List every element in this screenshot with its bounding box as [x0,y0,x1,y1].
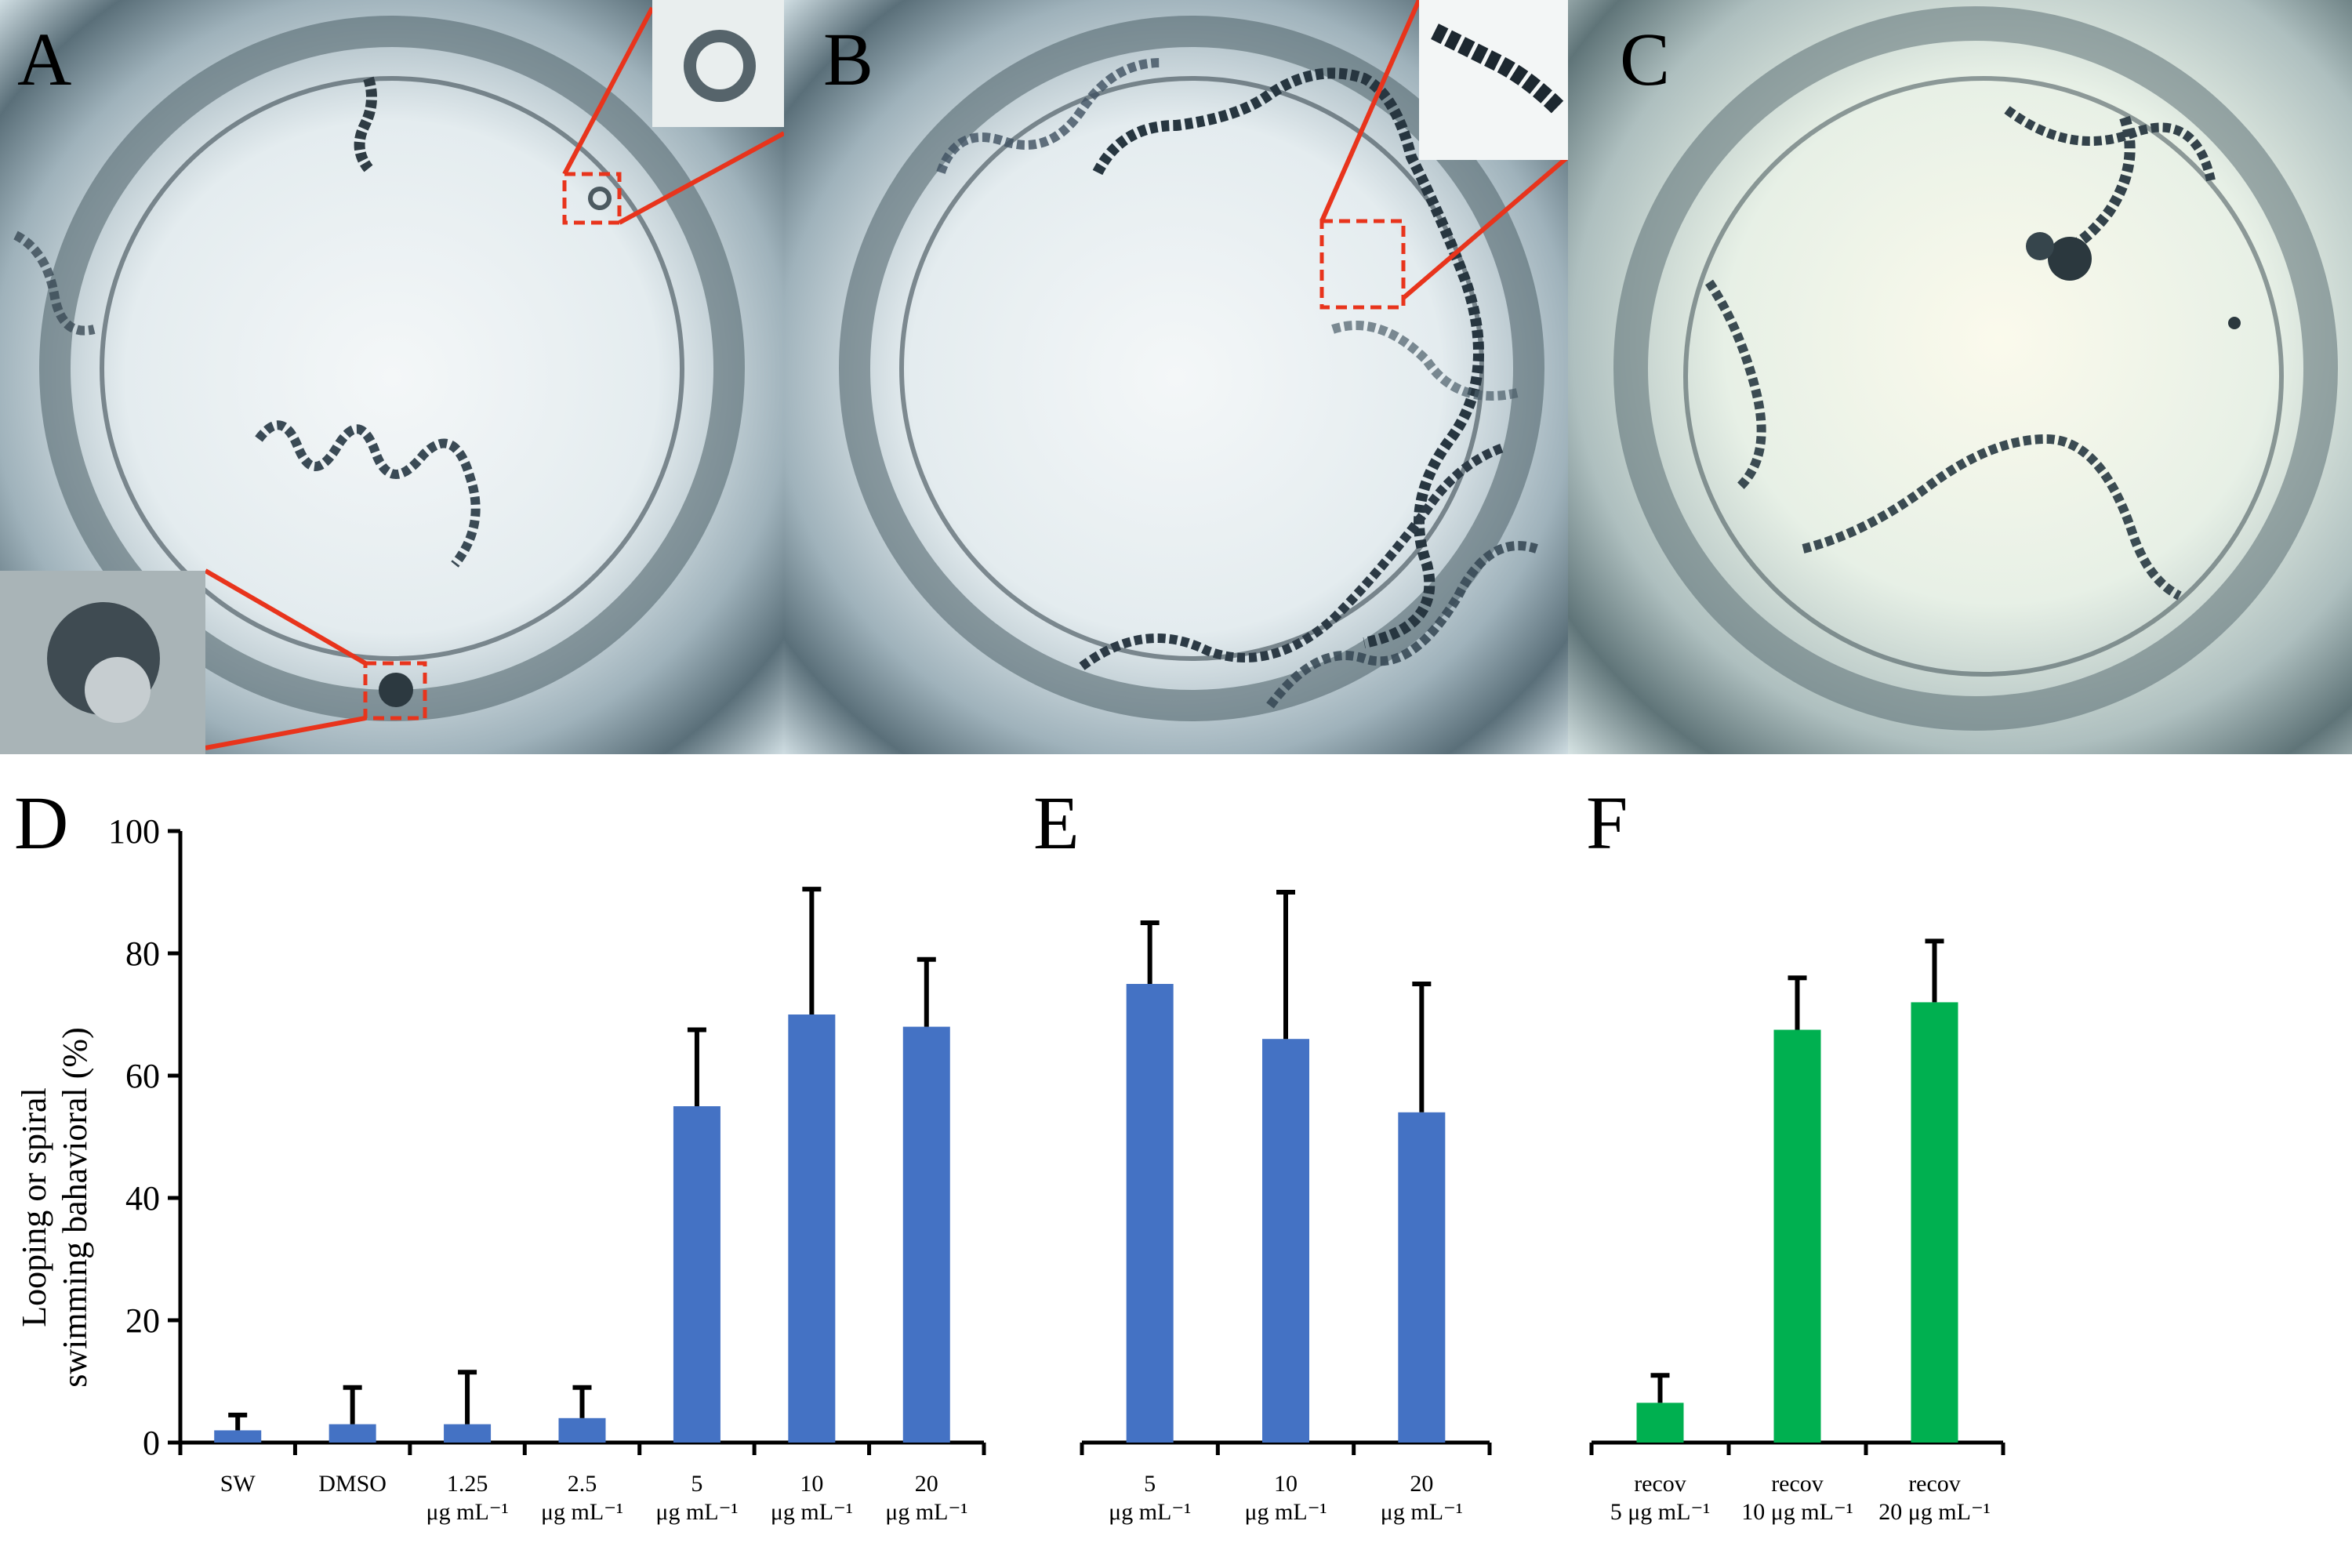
bar-f-0 [1636,1403,1684,1443]
photo-panel-a: A [0,0,784,754]
x-label-e-1-0: 10 [1274,1471,1298,1497]
y-tick-label-0: 0 [143,1424,160,1462]
y-tick-label-80: 80 [125,935,160,973]
x-label-d-0-0: SW [220,1471,256,1497]
x-label-f-1-1: 10 μg mL⁻¹ [1741,1499,1853,1525]
bar-d-1 [328,1424,376,1443]
panel-label-b: B [823,17,874,101]
bar-e-0 [1126,984,1174,1443]
y-tick-label-60: 60 [125,1057,160,1095]
x-label-e-2-0: 20 [1410,1471,1433,1497]
bar-f-2 [1911,1002,1958,1443]
panel-label-c: C [1620,17,1671,101]
x-label-e-0-0: 5 [1144,1471,1156,1497]
x-label-f-0-1: 5 μg mL⁻¹ [1610,1499,1711,1525]
bar-d-3 [558,1417,606,1443]
bar-e-2 [1398,1112,1446,1443]
x-label-d-3-0: 2.5 [568,1471,597,1497]
x-label-e-2-1: μg mL⁻¹ [1381,1499,1463,1525]
x-label-f-2-0: recov [1908,1471,1961,1497]
panel-label-e: E [1033,781,1080,865]
photo-panel-b: B [784,0,1568,754]
x-label-d-3-1: μg mL⁻¹ [541,1499,623,1525]
y-axis-title: Looping or spiral swimming bahavioral (%… [15,1027,94,1387]
photo-panel-c: C [1568,0,2352,754]
panel-label-f: F [1586,781,1628,865]
x-label-d-5-0: 10 [800,1471,823,1497]
x-label-d-5-1: μg mL⁻¹ [771,1499,853,1525]
y-axis-title-line-2: swimming bahavioral (%) [56,1027,94,1387]
x-label-d-1-0: DMSO [318,1471,387,1497]
x-label-d-6-1: μg mL⁻¹ [885,1499,967,1525]
x-label-f-1-0: recov [1771,1471,1824,1497]
y-tick-label-100: 100 [108,812,160,851]
panel-label-a: A [17,17,72,101]
bar-charts: D E F Looping or spiral swimming bahavio… [14,781,2005,1525]
y-tick-label-40: 40 [125,1179,160,1218]
x-label-f-0-0: recov [1634,1471,1686,1497]
panel-label-d: D [14,781,68,865]
x-label-e-0-1: μg mL⁻¹ [1109,1499,1191,1525]
x-label-d-2-1: μg mL⁻¹ [426,1499,509,1525]
x-label-f-2-1: 20 μg mL⁻¹ [1878,1499,1991,1525]
x-label-e-1-1: μg mL⁻¹ [1244,1499,1327,1525]
x-label-d-4-1: μg mL⁻¹ [655,1499,738,1525]
photo-a-drawing [0,0,784,754]
x-label-d-2-0: 1.25 [447,1471,488,1497]
bar-d-5 [788,1014,836,1443]
x-label-d-6-0: 20 [915,1471,938,1497]
bar-e-1 [1262,1039,1309,1443]
bar-d-0 [214,1430,262,1443]
y-tick-label-20: 20 [125,1301,160,1340]
photo-b-drawing [839,0,1568,721]
photo-c-drawing [1613,6,2338,731]
y-axis-title-line-1: Looping or spiral [15,1087,53,1327]
x-label-d-4-0: 5 [691,1471,702,1497]
bar-d-4 [673,1106,720,1443]
bar-f-1 [1773,1029,1821,1443]
bar-d-6 [902,1026,950,1443]
bar-d-2 [444,1424,492,1443]
